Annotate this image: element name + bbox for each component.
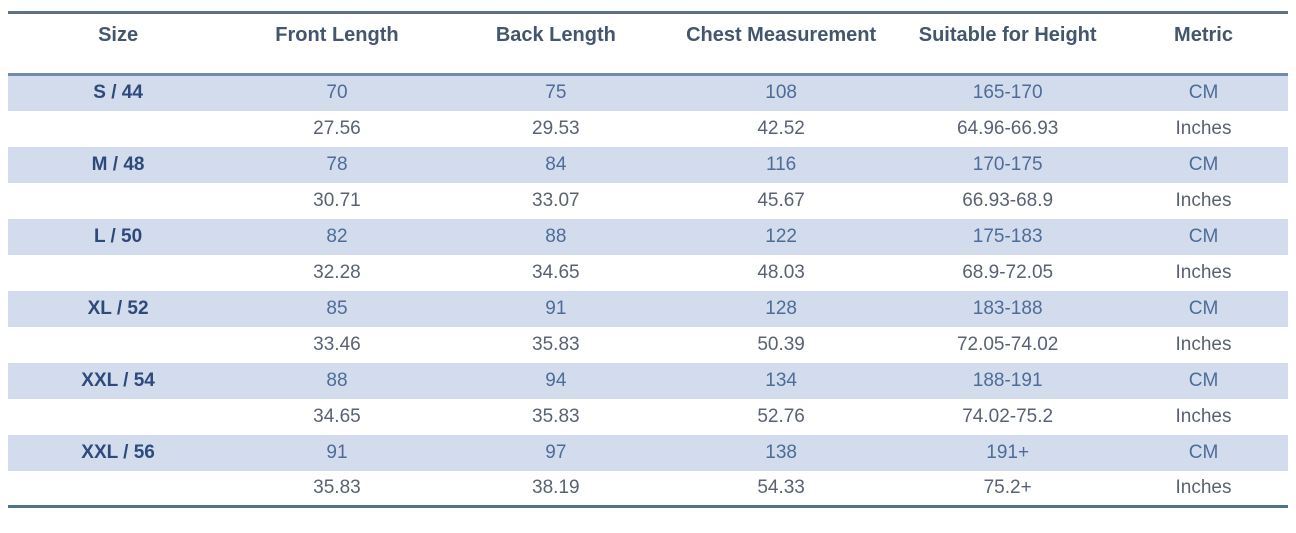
chest-measurement-cell: 48.03 (665, 254, 897, 291)
metric-cell: Inches (1119, 398, 1288, 435)
suitable-height-cell: 75.2+ (896, 470, 1120, 508)
metric-cell: CM (1119, 146, 1288, 183)
suitable-height-cell: 170-175 (896, 146, 1120, 183)
chest-measurement-cell: 122 (665, 218, 897, 255)
table-row: XL / 52 85 91 128 183-188 CM (8, 290, 1288, 327)
chest-measurement-cell: 42.52 (665, 110, 897, 147)
size-chart-body: S / 44 70 75 108 165-170 CM 27.56 29.53 42.52 64.… (8, 74, 1288, 508)
table-row: 35.83 38.19 54.33 75.2+ Inches (8, 470, 1288, 508)
back-length-cell: 84 (445, 146, 666, 183)
front-length-cell: 88 (228, 362, 446, 399)
suitable-height-cell: 188-191 (896, 362, 1120, 399)
metric-cell: Inches (1119, 110, 1288, 147)
metric-cell: Inches (1119, 254, 1288, 291)
suitable-height-cell: 64.96-66.93 (896, 110, 1120, 147)
back-length-cell: 29.53 (445, 110, 666, 147)
front-length-cell: 82 (228, 218, 446, 255)
suitable-height-cell: 165-170 (896, 74, 1120, 111)
suitable-height-cell: 191+ (896, 434, 1120, 471)
metric-cell: CM (1119, 218, 1288, 255)
size-cell (8, 398, 229, 435)
chest-measurement-cell: 128 (665, 290, 897, 327)
back-length-cell: 38.19 (445, 470, 666, 508)
chest-measurement-cell: 50.39 (665, 326, 897, 363)
metric-cell: Inches (1119, 470, 1288, 508)
size-cell: S / 44 (8, 74, 229, 111)
suitable-height-cell: 72.05-74.02 (896, 326, 1120, 363)
size-chart-header: Size Front Length Back Length Chest Meas… (8, 11, 1288, 76)
suitable-height-cell: 66.93-68.9 (896, 182, 1120, 219)
metric-cell: CM (1119, 434, 1288, 471)
back-length-cell: 34.65 (445, 254, 666, 291)
back-length-cell: 97 (445, 434, 666, 471)
back-length-cell: 88 (445, 218, 666, 255)
column-header-size: Size (8, 11, 229, 76)
metric-cell: CM (1119, 74, 1288, 111)
size-cell: XL / 52 (8, 290, 229, 327)
front-length-cell: 32.28 (228, 254, 446, 291)
size-cell: L / 50 (8, 218, 229, 255)
table-row: XXL / 56 91 97 138 191+ CM (8, 434, 1288, 471)
table-row: 27.56 29.53 42.52 64.96-66.93 Inches (8, 110, 1288, 147)
column-header-suitable-for-height: Suitable for Height (896, 11, 1120, 76)
front-length-cell: 85 (228, 290, 446, 327)
column-header-metric: Metric (1119, 11, 1288, 76)
chest-measurement-cell: 52.76 (665, 398, 897, 435)
suitable-height-cell: 68.9-72.05 (896, 254, 1120, 291)
size-cell: M / 48 (8, 146, 229, 183)
front-length-cell: 30.71 (228, 182, 446, 219)
size-cell: XXL / 54 (8, 362, 229, 399)
chest-measurement-cell: 45.67 (665, 182, 897, 219)
front-length-cell: 35.83 (228, 470, 446, 508)
chest-measurement-cell: 54.33 (665, 470, 897, 508)
front-length-cell: 70 (228, 74, 446, 111)
table-row: M / 48 78 84 116 170-175 CM (8, 146, 1288, 183)
back-length-cell: 91 (445, 290, 666, 327)
metric-cell: CM (1119, 290, 1288, 327)
column-header-front-length: Front Length (228, 11, 446, 76)
back-length-cell: 94 (445, 362, 666, 399)
suitable-height-cell: 183-188 (896, 290, 1120, 327)
table-row: 32.28 34.65 48.03 68.9-72.05 Inches (8, 254, 1288, 291)
metric-cell: Inches (1119, 182, 1288, 219)
front-length-cell: 78 (228, 146, 446, 183)
front-length-cell: 91 (228, 434, 446, 471)
back-length-cell: 75 (445, 74, 666, 111)
back-length-cell: 33.07 (445, 182, 666, 219)
size-cell (8, 470, 229, 508)
back-length-cell: 35.83 (445, 398, 666, 435)
size-chart-table: Size Front Length Back Length Chest Meas… (8, 11, 1288, 508)
size-cell (8, 254, 229, 291)
chest-measurement-cell: 108 (665, 74, 897, 111)
metric-cell: CM (1119, 362, 1288, 399)
header-row: Size Front Length Back Length Chest Meas… (8, 11, 1288, 76)
front-length-cell: 27.56 (228, 110, 446, 147)
table-row: L / 50 82 88 122 175-183 CM (8, 218, 1288, 255)
suitable-height-cell: 74.02-75.2 (896, 398, 1120, 435)
table-row: 33.46 35.83 50.39 72.05-74.02 Inches (8, 326, 1288, 363)
metric-cell: Inches (1119, 326, 1288, 363)
size-cell: XXL / 56 (8, 434, 229, 471)
front-length-cell: 34.65 (228, 398, 446, 435)
chest-measurement-cell: 134 (665, 362, 897, 399)
suitable-height-cell: 175-183 (896, 218, 1120, 255)
size-cell (8, 110, 229, 147)
front-length-cell: 33.46 (228, 326, 446, 363)
table-row: 34.65 35.83 52.76 74.02-75.2 Inches (8, 398, 1288, 435)
column-header-chest-measurement: Chest Measurement (665, 11, 897, 76)
chest-measurement-cell: 116 (665, 146, 897, 183)
table-row: XXL / 54 88 94 134 188-191 CM (8, 362, 1288, 399)
back-length-cell: 35.83 (445, 326, 666, 363)
size-cell (8, 326, 229, 363)
table-row: S / 44 70 75 108 165-170 CM (8, 74, 1288, 111)
chest-measurement-cell: 138 (665, 434, 897, 471)
size-cell (8, 182, 229, 219)
column-header-back-length: Back Length (445, 11, 666, 76)
table-row: 30.71 33.07 45.67 66.93-68.9 Inches (8, 182, 1288, 219)
